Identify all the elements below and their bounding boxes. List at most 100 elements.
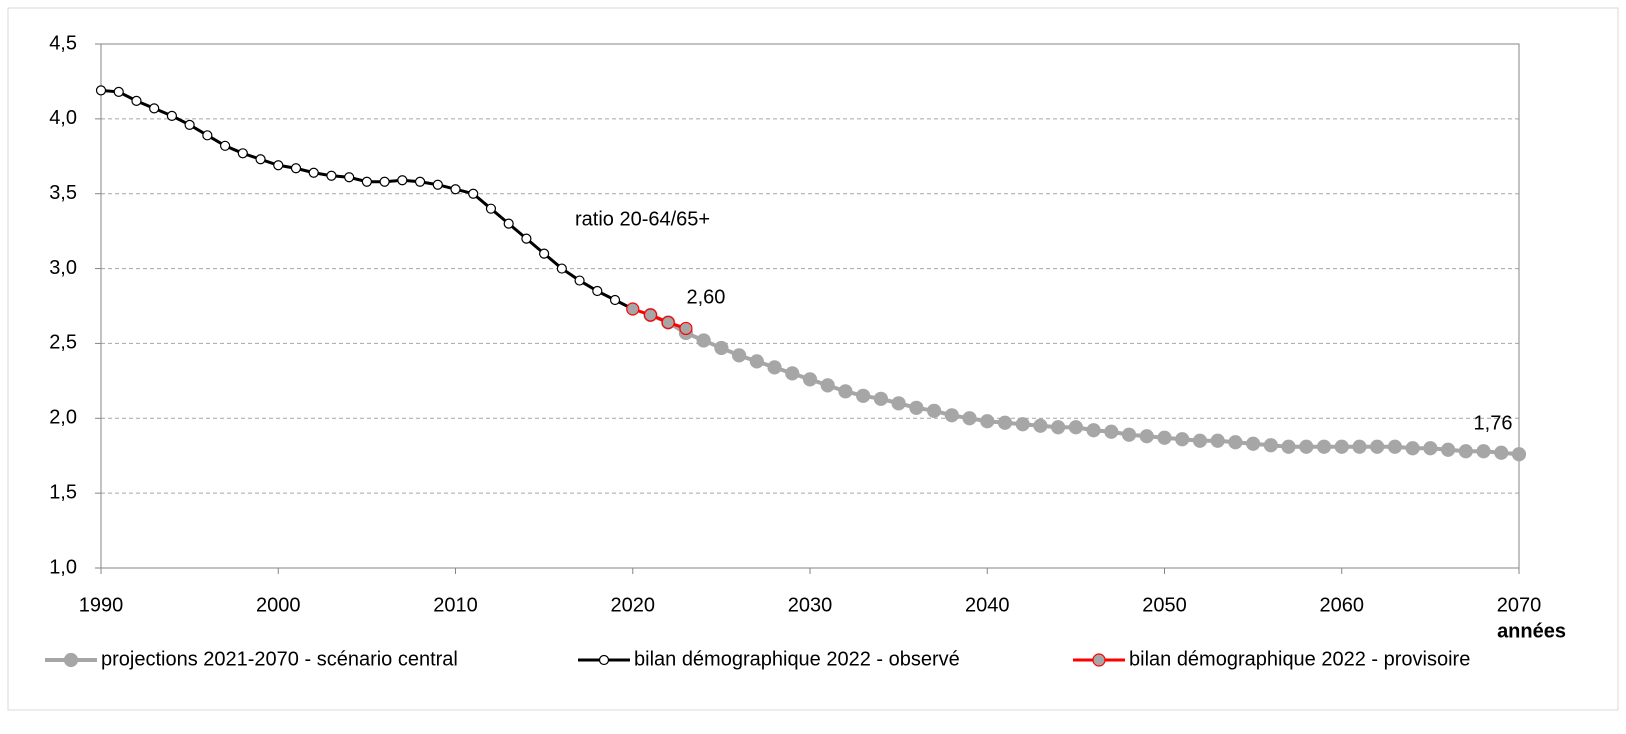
data-point <box>414 176 426 187</box>
data-point <box>219 140 231 151</box>
x-tick-label: 2010 <box>433 594 478 616</box>
data-point <box>468 188 479 199</box>
data-point <box>1015 417 1030 432</box>
data-point <box>856 388 871 403</box>
data-point <box>308 167 319 178</box>
y-tick-label: 3,0 <box>49 257 77 279</box>
data-point <box>1316 439 1332 454</box>
data-point <box>397 175 408 186</box>
data-point <box>820 378 835 393</box>
data-point <box>149 103 160 114</box>
x-tick-label: 1990 <box>79 594 124 616</box>
data-label: 2,60 <box>686 287 725 309</box>
data-point <box>202 130 213 141</box>
y-tick-label: 3,5 <box>49 182 77 204</box>
data-point <box>95 85 107 96</box>
data-point <box>485 203 497 214</box>
data-point <box>802 372 818 387</box>
data-point <box>873 391 889 406</box>
data-point <box>1405 441 1420 456</box>
data-point <box>1440 442 1456 457</box>
data-point <box>539 248 550 259</box>
data-point <box>379 176 390 187</box>
legend-label: bilan démographique 2022 - provisoire <box>1129 648 1470 670</box>
data-point <box>1033 418 1048 433</box>
y-tick-label: 4,0 <box>49 107 77 129</box>
data-point <box>166 110 177 121</box>
data-point <box>131 95 142 106</box>
data-point <box>714 340 729 356</box>
chart-frame <box>7 7 1619 711</box>
data-point <box>113 86 124 98</box>
data-point <box>1121 427 1137 442</box>
data-point <box>1086 423 1101 438</box>
x-tick-label: 2030 <box>788 594 833 616</box>
x-tick-label: 2060 <box>1320 594 1365 616</box>
data-point <box>696 333 711 348</box>
data-point <box>643 308 658 322</box>
data-point <box>344 172 355 183</box>
data-point <box>679 321 693 336</box>
data-point <box>556 263 567 274</box>
data-point <box>767 360 782 375</box>
data-point <box>1494 445 1509 460</box>
data-point <box>1192 433 1208 448</box>
data-point <box>1104 424 1119 439</box>
data-point <box>1263 438 1278 453</box>
data-point <box>980 414 995 429</box>
x-tick-label: 2040 <box>965 594 1010 616</box>
data-point <box>997 415 1013 430</box>
data-point <box>450 184 461 195</box>
data-point <box>749 354 764 369</box>
data-point <box>1511 447 1527 462</box>
data-point <box>255 154 266 165</box>
data-point <box>592 285 603 297</box>
data-point <box>1334 439 1349 454</box>
data-point <box>785 366 800 381</box>
data-point <box>1175 432 1190 447</box>
annotation: ratio 20-64/65+ <box>575 208 710 230</box>
data-point <box>926 403 942 418</box>
y-tick-label: 2,5 <box>49 332 77 354</box>
data-point <box>1210 433 1225 448</box>
data-point <box>1458 444 1473 459</box>
legend-label: bilan démographique 2022 - observé <box>634 648 960 670</box>
data-point <box>1139 429 1154 444</box>
data-point <box>273 160 284 171</box>
legend-marker <box>1092 653 1106 667</box>
data-point <box>626 302 640 316</box>
data-point <box>326 170 337 181</box>
data-point <box>661 315 675 330</box>
data-point <box>1068 420 1083 435</box>
legend-label: projections 2021-2070 - scénario central <box>101 648 458 670</box>
x-tick-label: 2020 <box>611 594 656 616</box>
x-tick-label: 2050 <box>1142 594 1187 616</box>
legend-marker <box>63 652 79 668</box>
y-tick-label: 1,5 <box>49 481 77 503</box>
y-tick-label: 4,5 <box>49 32 77 54</box>
data-point <box>290 163 302 174</box>
data-point <box>1476 444 1491 459</box>
data-point <box>1387 439 1403 454</box>
data-point <box>237 148 248 159</box>
data-point <box>1352 439 1367 454</box>
data-point <box>1246 436 1261 451</box>
data-point <box>609 294 621 306</box>
data-point <box>1370 439 1385 454</box>
x-tick-label: 2070 <box>1497 594 1542 616</box>
data-point <box>1423 441 1438 456</box>
series-line <box>632 307 687 330</box>
data-label: 1,76 <box>1474 412 1513 434</box>
data-point <box>838 384 853 399</box>
data-point <box>1299 439 1314 454</box>
legend-marker <box>598 654 610 666</box>
data-point <box>944 408 959 423</box>
data-point <box>184 119 195 130</box>
data-point <box>574 275 585 286</box>
data-point <box>909 400 924 415</box>
data-point <box>1281 439 1296 454</box>
x-tick-label: 2000 <box>256 594 301 616</box>
data-point <box>361 176 372 187</box>
data-point <box>1051 420 1066 435</box>
